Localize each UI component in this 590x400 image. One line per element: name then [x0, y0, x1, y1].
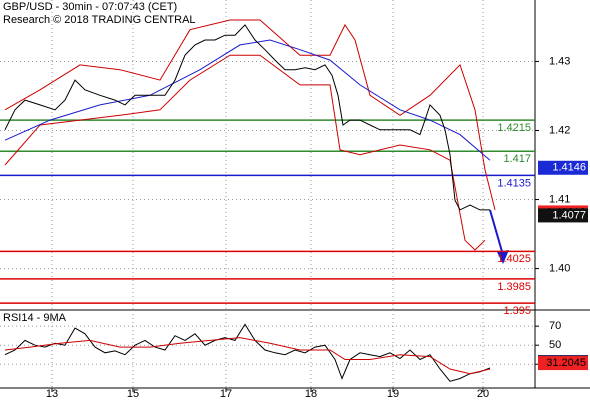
price-tag-label: 31.2045 — [546, 357, 586, 369]
rsi-title: RSI14 - 9MA — [3, 312, 67, 324]
y-tick-label: 1.43 — [549, 55, 570, 67]
y-tick-label: 1.40 — [549, 262, 570, 274]
x-tick-label: 18 — [305, 388, 317, 400]
price-tag — [538, 208, 588, 223]
level-label: 1.4025 — [497, 253, 531, 265]
chart-subtitle: Research © 2018 TRADING CENTRAL — [3, 14, 196, 26]
series-line — [4, 39, 491, 161]
series-line — [4, 24, 490, 211]
level-label: 1.417 — [503, 153, 531, 165]
x-tick-label: 15 — [127, 388, 139, 400]
level-label: 1.4135 — [497, 177, 531, 189]
price-tag — [538, 160, 588, 175]
y-tick-label: 50 — [549, 339, 561, 351]
y-tick-label: 1.42 — [549, 124, 570, 136]
x-tick-label: 19 — [387, 388, 399, 400]
y-tick-label: 1.41 — [549, 193, 570, 205]
series-line — [4, 19, 496, 211]
forecast-arrowhead — [497, 250, 509, 264]
chart-title: GBP/USD - 30min - 07:07:43 (CET) — [3, 1, 177, 13]
x-tick-label: 17 — [220, 388, 232, 400]
price-tag-label: 1.4077 — [552, 209, 586, 221]
level-label: 1.4215 — [497, 122, 531, 134]
level-label: 1.395 — [503, 305, 531, 317]
x-tick-label: 20 — [477, 388, 489, 400]
price-tag-label: 1.4146 — [552, 162, 586, 174]
y-tick-label: 70 — [549, 320, 561, 332]
series-line — [4, 323, 491, 382]
forecast-arrow — [489, 209, 504, 256]
series-line — [4, 337, 491, 375]
level-label: 1.3985 — [497, 281, 531, 293]
price-tag — [538, 356, 588, 371]
x-tick-label: 13 — [46, 388, 58, 400]
